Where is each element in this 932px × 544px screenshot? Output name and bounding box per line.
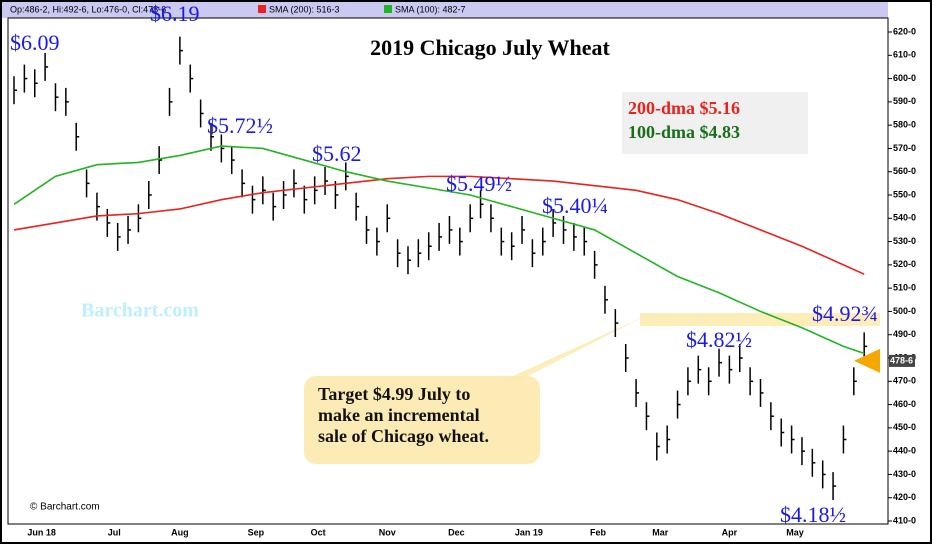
annotation: $4.18½ — [780, 502, 846, 527]
annotation: $6.19 — [150, 1, 200, 26]
y-tick-label: 520-0 — [893, 259, 916, 269]
callout-box — [304, 376, 540, 464]
annotation: $5.72½ — [207, 113, 273, 138]
chart-title: 2019 Chicago July Wheat — [370, 35, 610, 60]
legend-swatch — [384, 5, 392, 13]
x-tick-label: Nov — [379, 527, 396, 537]
watermark: Barchart.com — [81, 300, 199, 322]
y-tick-label: 500-0 — [893, 306, 916, 316]
x-tick-label: Jun 18 — [27, 527, 56, 537]
y-tick-label: 530-0 — [893, 236, 916, 246]
y-tick-label: 490-0 — [893, 329, 916, 339]
x-tick-label: Mar — [652, 527, 669, 537]
y-tick-label: 450-0 — [893, 422, 916, 432]
y-tick-label: 600-0 — [893, 73, 916, 83]
legend-swatch — [258, 5, 266, 13]
annotation: $4.92¾ — [812, 301, 878, 326]
annotation: $4.82½ — [686, 327, 752, 352]
y-tick-label: 510-0 — [893, 283, 916, 293]
x-tick-label: Oct — [311, 527, 326, 537]
x-tick-label: Sep — [248, 527, 265, 537]
plot-frame — [7, 17, 889, 525]
x-tick-label: Jan 19 — [515, 527, 543, 537]
dma-box — [622, 92, 808, 154]
y-tick-label: 460-0 — [893, 399, 916, 409]
y-tick-label: 430-0 — [893, 469, 916, 479]
y-tick-label: 410-0 — [893, 515, 916, 525]
y-tick-label: 550-0 — [893, 189, 916, 199]
dma-200-label: 200-dma $5.16 — [628, 98, 740, 118]
last-price-label: 478-6 — [890, 355, 913, 365]
copyright: © Barchart.com — [30, 502, 100, 513]
x-tick-label: Dec — [448, 527, 465, 537]
x-tick-label: Aug — [171, 527, 189, 537]
callout-pointer — [500, 316, 645, 382]
legend-band — [2, 2, 888, 18]
y-tick-label: 590-0 — [893, 96, 916, 106]
axes: 410-0420-0430-0440-0450-0460-0470-0480-0… — [27, 26, 916, 537]
dma-100-label: 100-dma $4.83 — [628, 122, 740, 142]
x-tick-label: May — [786, 527, 804, 537]
legend-sma200: SMA (200): 516-3 — [269, 4, 340, 14]
x-tick-label: Feb — [590, 527, 607, 537]
legend-sma100: SMA (100): 482-7 — [395, 4, 466, 14]
annotation: $5.49½ — [446, 171, 512, 196]
sma-line — [13, 175, 865, 275]
last-price-arrow — [854, 348, 880, 373]
y-tick-label: 560-0 — [893, 166, 916, 176]
y-tick-label: 420-0 — [893, 492, 916, 502]
y-tick-label: 540-0 — [893, 213, 916, 223]
annotation: $5.40¼ — [542, 193, 608, 218]
callout-text: sale of Chicago wheat. — [318, 426, 489, 446]
sma-line — [13, 145, 865, 355]
y-tick-label: 470-0 — [893, 376, 916, 386]
callout-text: Target $4.99 July to — [318, 384, 470, 404]
callout-text: make an incremental — [318, 405, 480, 425]
annotation: $5.62 — [312, 141, 362, 166]
x-tick-label: Apr — [722, 527, 738, 537]
x-tick-label: Jul — [108, 527, 121, 537]
legend-ohlc: Op:486-2, Hi:492-6, Lo:476-0, Cl:478-6 — [10, 4, 166, 14]
target-band — [640, 313, 880, 326]
annotation: $6.09 — [10, 30, 60, 55]
plot — [13, 36, 868, 501]
y-tick-label: 580-0 — [893, 120, 916, 130]
y-tick-label: 570-0 — [893, 143, 916, 153]
last-price-box — [889, 354, 915, 367]
y-tick-label: 610-0 — [893, 50, 916, 60]
y-tick-label: 440-0 — [893, 446, 916, 456]
y-tick-label: 620-0 — [893, 26, 916, 36]
